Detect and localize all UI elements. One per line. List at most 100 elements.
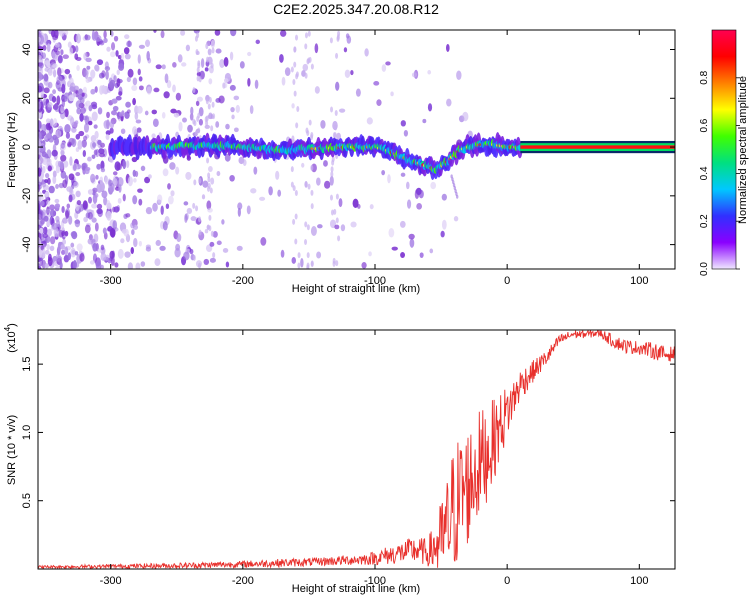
- noise-speckle: [82, 86, 87, 95]
- noise-speckle: [55, 253, 61, 262]
- noise-speckle: [68, 173, 75, 181]
- noise-speckle: [345, 33, 350, 39]
- noise-speckle: [352, 198, 359, 209]
- noise-speckle: [44, 263, 49, 269]
- noise-speckle: [86, 65, 91, 70]
- noise-speckle: [76, 200, 82, 206]
- noise-speckle: [82, 150, 87, 158]
- x-tick-label: 100: [630, 575, 648, 587]
- noise-speckle: [210, 177, 215, 185]
- noise-speckle: [60, 49, 64, 56]
- noise-speckle: [47, 256, 53, 267]
- noise-speckle: [320, 120, 326, 129]
- noise-speckle: [162, 221, 168, 231]
- noise-speckle: [38, 210, 43, 221]
- noise-speckle: [38, 167, 42, 177]
- noise-speckle: [186, 207, 193, 215]
- noise-speckle: [209, 241, 215, 247]
- noise-speckle: [109, 79, 116, 88]
- noise-speckle: [204, 229, 209, 234]
- noise-speckle: [165, 203, 170, 210]
- noise-speckle: [56, 75, 63, 84]
- noise-speckle: [92, 142, 96, 148]
- spectrogram-content: [38, 30, 675, 269]
- noise-speckle: [280, 249, 285, 258]
- noise-speckle: [75, 133, 81, 140]
- noise-streak: [310, 260, 314, 267]
- noise-speckle: [40, 91, 44, 99]
- noise-speckle: [155, 239, 161, 247]
- noise-speckle: [429, 248, 434, 254]
- noise-speckle: [87, 156, 92, 162]
- noise-speckle: [281, 76, 286, 86]
- noise-speckle: [90, 238, 96, 243]
- noise-speckle: [41, 181, 47, 188]
- noise-speckle: [145, 39, 151, 47]
- noise-speckle: [152, 118, 159, 128]
- noise-speckle: [187, 124, 193, 133]
- noise-speckle: [121, 229, 127, 234]
- noise-speckle: [56, 95, 61, 105]
- noise-speckle: [140, 165, 146, 172]
- noise-speckle: [55, 184, 59, 189]
- noise-speckle: [127, 262, 133, 269]
- noise-speckle: [137, 68, 141, 76]
- noise-speckle: [71, 231, 78, 240]
- x-tick-label: 100: [630, 275, 648, 287]
- noise-speckle: [237, 202, 243, 210]
- noise-speckle: [38, 120, 41, 131]
- noise-speckle: [400, 172, 406, 177]
- noise-speckle: [78, 130, 85, 137]
- noise-speckle: [47, 228, 52, 237]
- noise-speckle: [75, 100, 82, 109]
- noise-speckle: [113, 35, 119, 42]
- noise-speckle: [100, 244, 105, 251]
- colorbar-tick-label: 0.0: [699, 262, 710, 276]
- noise-speckle: [239, 61, 245, 69]
- noise-speckle: [456, 70, 462, 81]
- noise-speckle: [91, 154, 96, 159]
- noise-speckle: [39, 227, 44, 234]
- noise-speckle: [338, 108, 346, 113]
- noise-speckle: [218, 95, 225, 104]
- noise-streak: [208, 96, 212, 103]
- noise-speckle: [247, 77, 251, 87]
- noise-speckle: [329, 175, 334, 186]
- noise-speckle: [350, 70, 354, 76]
- snr-panel: -300 -200 -100 0 100 0.5 1.0 1.5 Height of stra…: [3, 323, 676, 595]
- colorbar-ticks: 0.0 0.2 0.4 0.6 0.8: [699, 70, 740, 276]
- noise-speckle: [124, 251, 131, 258]
- noise-speckle: [175, 166, 180, 175]
- noise-speckle: [78, 88, 83, 95]
- noise-speckle: [195, 100, 200, 107]
- noise-speckle: [381, 64, 387, 72]
- noise-speckle: [65, 210, 70, 219]
- noise-speckle: [275, 170, 280, 180]
- noise-speckle: [60, 244, 66, 250]
- noise-speckle: [85, 166, 91, 172]
- noise-speckle: [151, 109, 158, 115]
- noise-speckle: [140, 261, 146, 267]
- noise-speckle: [206, 200, 212, 210]
- noise-speckle: [59, 30, 65, 37]
- noise-streak: [335, 193, 339, 200]
- noise-speckle: [105, 130, 111, 136]
- noise-speckle: [79, 253, 85, 262]
- noise-speckle: [120, 238, 125, 244]
- noise-speckle: [95, 261, 102, 269]
- colorbar-frame: [711, 29, 737, 270]
- noise-speckle: [46, 43, 51, 53]
- noise-speckle: [41, 52, 47, 59]
- noise-speckle: [89, 260, 95, 265]
- noise-speckle: [210, 39, 215, 49]
- noise-speckle: [314, 86, 320, 94]
- noise-speckle: [161, 64, 166, 70]
- noise-speckle: [385, 61, 391, 66]
- noise-streak: [193, 120, 197, 127]
- noise-streak: [212, 113, 216, 120]
- noise-speckle: [169, 162, 176, 170]
- noise-speckle: [112, 105, 119, 112]
- noise-speckle: [163, 91, 170, 99]
- noise-speckle: [181, 62, 187, 67]
